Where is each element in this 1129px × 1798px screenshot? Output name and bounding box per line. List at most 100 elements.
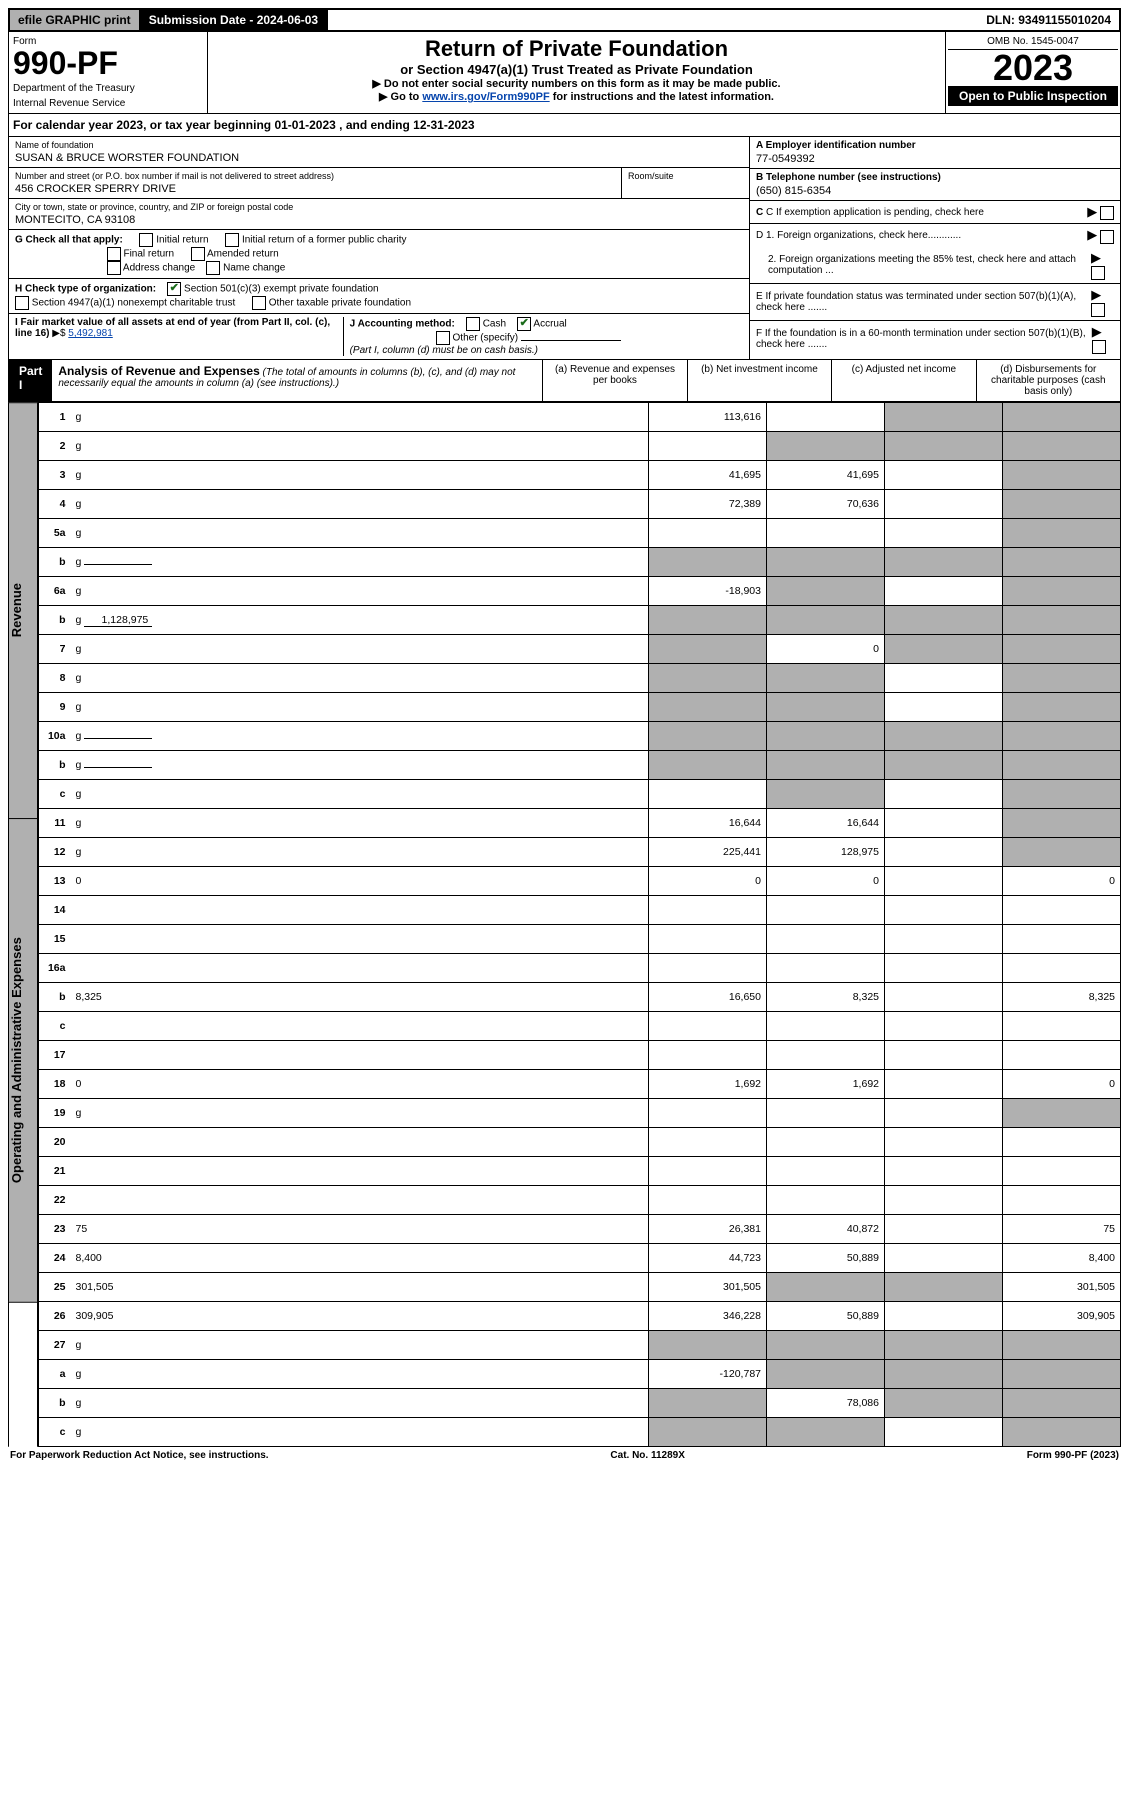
address-change-checkbox[interactable] <box>107 261 121 275</box>
d1-label: D 1. Foreign organizations, check here..… <box>756 230 961 241</box>
line-number: 11 <box>39 809 71 838</box>
col-b-value <box>767 432 885 461</box>
col-c-value <box>885 1331 1003 1360</box>
fmv-value[interactable]: 5,492,981 <box>68 328 113 339</box>
col-c-value <box>885 1389 1003 1418</box>
line-description: g <box>71 1418 649 1447</box>
room-cell: Room/suite <box>621 168 749 198</box>
col-b-value <box>767 577 885 606</box>
line-number: 14 <box>39 896 71 925</box>
d2-row: 2. Foreign organizations meeting the 85%… <box>750 247 1120 283</box>
irs: Internal Revenue Service <box>13 98 203 109</box>
line-description: g 1,128,975 <box>71 606 649 635</box>
h-opt-3: Other taxable private foundation <box>269 298 411 309</box>
table-row: 248,40044,72350,8898,400 <box>39 1244 1121 1273</box>
line-description <box>71 1128 649 1157</box>
j-label: J Accounting method: <box>350 319 455 330</box>
spacer <box>328 10 978 30</box>
table-row: 25301,505301,505301,505 <box>39 1273 1121 1302</box>
street-address: 456 CROCKER SPERRY DRIVE <box>15 183 615 195</box>
col-a-value <box>649 722 767 751</box>
table-inner: 1g113,6162g3g41,69541,6954g72,38970,6365… <box>38 402 1121 1447</box>
table-row: 4g72,38970,636 <box>39 490 1121 519</box>
col-a-value: 72,389 <box>649 490 767 519</box>
d2-checkbox[interactable] <box>1091 266 1105 280</box>
name-label: Name of foundation <box>15 140 743 150</box>
e-checkbox[interactable] <box>1091 303 1105 317</box>
line-description: g <box>71 809 649 838</box>
line-description: 8,400 <box>71 1244 649 1273</box>
ein-cell: A Employer identification number 77-0549… <box>750 137 1120 168</box>
g-opt-2: Final return <box>123 249 174 260</box>
col-b-value <box>767 1128 885 1157</box>
col-d-value <box>1003 780 1121 809</box>
other-taxable-checkbox[interactable] <box>252 296 266 310</box>
top-bar: efile GRAPHIC print Submission Date - 20… <box>8 8 1121 32</box>
col-d-value <box>1003 664 1121 693</box>
name-change-checkbox[interactable] <box>206 261 220 275</box>
col-a-value <box>649 548 767 577</box>
table-row: 130000 <box>39 867 1121 896</box>
col-b-value <box>767 1418 885 1447</box>
efile-print-button[interactable]: efile GRAPHIC print <box>10 10 141 30</box>
col-b-value <box>767 606 885 635</box>
table-row: 1g113,616 <box>39 403 1121 432</box>
form-note-1: ▶ Do not enter social security numbers o… <box>212 77 941 90</box>
col-b-value <box>767 722 885 751</box>
col-c-value <box>885 1186 1003 1215</box>
col-d-value <box>1003 1186 1121 1215</box>
line-description: g <box>71 664 649 693</box>
arrow-icon: ▶ <box>1091 287 1101 302</box>
table-row: 26309,905346,22850,889309,905 <box>39 1302 1121 1331</box>
cash-checkbox[interactable] <box>466 317 480 331</box>
room-label: Room/suite <box>628 171 743 181</box>
table-row: 1801,6921,6920 <box>39 1070 1121 1099</box>
col-b-value: 16,644 <box>767 809 885 838</box>
line-description: g <box>71 1099 649 1128</box>
col-a-value <box>649 1331 767 1360</box>
col-c-value <box>885 896 1003 925</box>
line-description: g <box>71 838 649 867</box>
other-method-checkbox[interactable] <box>436 331 450 345</box>
name-cell: Name of foundation SUSAN & BRUCE WORSTER… <box>9 137 749 167</box>
initial-former-checkbox[interactable] <box>225 233 239 247</box>
col-c-value <box>885 1041 1003 1070</box>
line-description: 75 <box>71 1215 649 1244</box>
amended-return-checkbox[interactable] <box>191 247 205 261</box>
blank-side <box>8 1302 38 1447</box>
c-checkbox[interactable] <box>1100 206 1114 220</box>
line-description: 8,325 <box>71 983 649 1012</box>
d1-row: D 1. Foreign organizations, check here..… <box>750 223 1120 246</box>
form990pf-link[interactable]: www.irs.gov/Form990PF <box>422 91 549 103</box>
col-a-value <box>649 1418 767 1447</box>
table-row: 16a <box>39 954 1121 983</box>
col-b-value: 50,889 <box>767 1244 885 1273</box>
col-a-value <box>649 1099 767 1128</box>
open-to-public: Open to Public Inspection <box>948 86 1118 106</box>
arrow-icon: ▶ <box>1087 204 1097 219</box>
col-d-value <box>1003 1157 1121 1186</box>
g-label: G Check all that apply: <box>15 235 123 246</box>
initial-return-checkbox[interactable] <box>139 233 153 247</box>
address-row: Number and street (or P.O. box number if… <box>9 167 749 198</box>
4947-checkbox[interactable] <box>15 296 29 310</box>
501c3-checkbox[interactable] <box>167 282 181 296</box>
form-number: 990-PF <box>13 47 203 79</box>
col-b-value <box>767 925 885 954</box>
line-number: a <box>39 1360 71 1389</box>
f-checkbox[interactable] <box>1092 340 1106 354</box>
arrow-icon: ▶ <box>1091 250 1101 265</box>
col-d-value <box>1003 461 1121 490</box>
col-c-value <box>885 577 1003 606</box>
i-cell: I Fair market value of all assets at end… <box>15 317 343 356</box>
col-c-value <box>885 751 1003 780</box>
note2-pre: ▶ Go to <box>379 91 422 103</box>
col-a-value <box>649 635 767 664</box>
accrual-checkbox[interactable] <box>517 317 531 331</box>
col-c-value <box>885 983 1003 1012</box>
col-c-value <box>885 490 1003 519</box>
final-return-checkbox[interactable] <box>107 247 121 261</box>
col-b-value <box>767 1041 885 1070</box>
d1-checkbox[interactable] <box>1100 230 1114 244</box>
col-c-value <box>885 954 1003 983</box>
